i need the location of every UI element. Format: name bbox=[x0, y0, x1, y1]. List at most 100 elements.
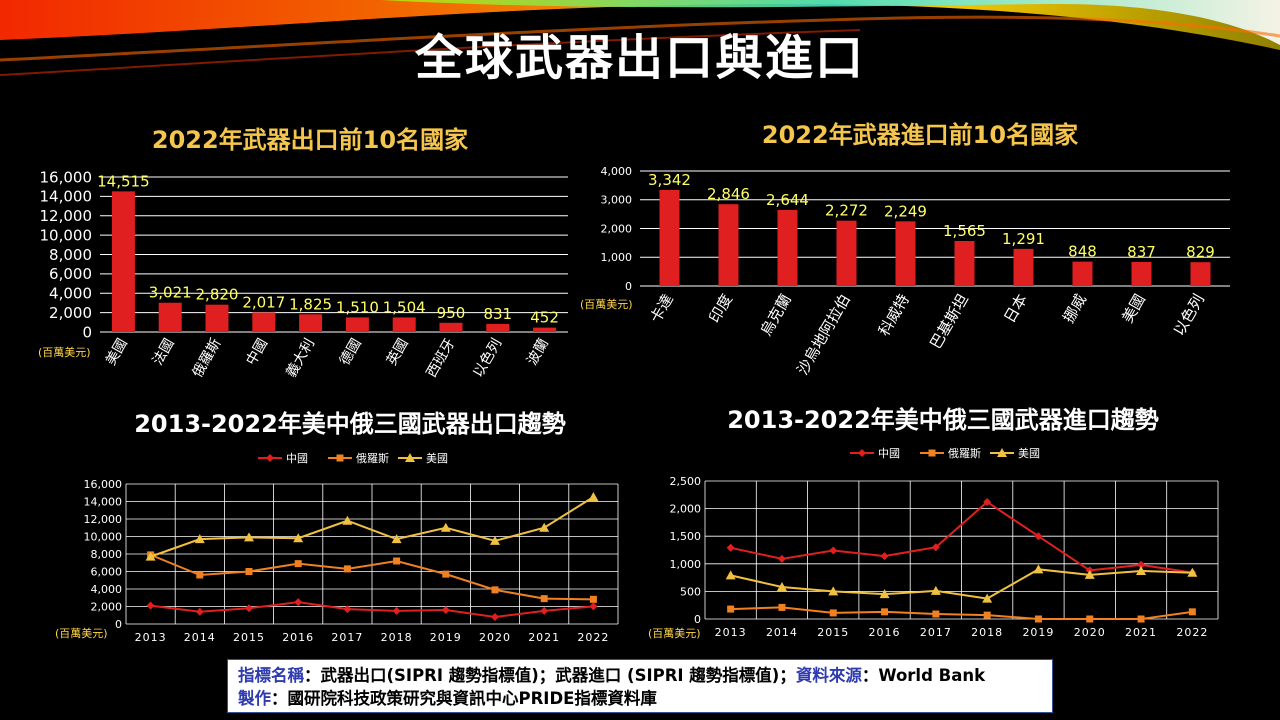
point bbox=[1188, 608, 1196, 616]
point bbox=[725, 570, 736, 580]
data-label: 831 bbox=[483, 305, 512, 323]
bar bbox=[392, 317, 416, 332]
y-tick-label: 1,000 bbox=[670, 558, 702, 571]
data-label: 837 bbox=[1127, 243, 1156, 261]
data-label: 452 bbox=[530, 309, 559, 327]
legend-label: 中國 bbox=[878, 447, 900, 460]
y-tick-label: 8,000 bbox=[49, 246, 92, 264]
y-tick-label: 2,000 bbox=[49, 304, 92, 322]
point bbox=[829, 609, 837, 617]
point bbox=[294, 560, 302, 568]
point bbox=[930, 585, 941, 595]
point bbox=[1034, 532, 1043, 541]
bar bbox=[895, 221, 916, 286]
indicator-name-text: ：武器出口(SIPRI 趨勢指標值)；武器進口 (SIPRI 趨勢指標值)； bbox=[304, 666, 796, 685]
y-tick-label: 2,000 bbox=[91, 601, 123, 614]
point bbox=[441, 606, 450, 614]
data-label: 2,846 bbox=[707, 185, 750, 203]
point bbox=[440, 522, 451, 532]
bar bbox=[533, 327, 557, 332]
bar bbox=[158, 302, 182, 332]
unit-label: (百萬美元) bbox=[38, 346, 91, 359]
point bbox=[588, 491, 599, 501]
data-label: 2,017 bbox=[242, 293, 285, 311]
indicator-name-label: 指標名稱 bbox=[238, 666, 304, 685]
x-tick-label: 2018 bbox=[381, 631, 413, 644]
point bbox=[880, 552, 889, 561]
data-label: 2,249 bbox=[884, 202, 927, 220]
point bbox=[540, 606, 549, 615]
x-tick-label: 2016 bbox=[869, 626, 901, 639]
series-line bbox=[730, 500, 1193, 574]
data-label: 1,504 bbox=[383, 298, 426, 316]
point bbox=[196, 571, 204, 579]
point bbox=[145, 551, 156, 561]
y-tick-label: 12,000 bbox=[40, 207, 93, 225]
data-label: 829 bbox=[1186, 243, 1215, 261]
bar bbox=[111, 191, 135, 332]
legend-label: 俄羅斯 bbox=[356, 452, 389, 465]
bar bbox=[439, 322, 463, 332]
point bbox=[336, 454, 344, 462]
y-tick-label: 16,000 bbox=[84, 478, 123, 491]
point bbox=[195, 607, 204, 616]
y-tick-label: 0 bbox=[694, 613, 701, 626]
bar bbox=[1013, 248, 1034, 286]
point bbox=[778, 603, 786, 611]
y-tick-label: 1,000 bbox=[601, 251, 633, 264]
y-tick-label: 6,000 bbox=[49, 265, 92, 283]
x-tick-label: 2019 bbox=[1022, 626, 1054, 639]
series-line bbox=[150, 496, 594, 558]
y-tick-label: 14,000 bbox=[84, 496, 123, 509]
unit-label: (百萬美元) bbox=[55, 627, 108, 640]
point bbox=[294, 598, 303, 607]
y-tick-label: 0 bbox=[115, 618, 122, 631]
point bbox=[727, 605, 735, 613]
point bbox=[881, 608, 889, 616]
point bbox=[828, 586, 839, 596]
series-line bbox=[150, 553, 594, 601]
y-tick-label: 14,000 bbox=[40, 188, 93, 206]
point bbox=[1137, 560, 1146, 569]
point bbox=[540, 595, 548, 603]
bar bbox=[486, 323, 510, 332]
y-tick-label: 2,000 bbox=[670, 503, 702, 516]
x-tick-label: 2014 bbox=[184, 631, 216, 644]
data-label: 1,510 bbox=[336, 298, 379, 316]
legend-label: 美國 bbox=[1018, 447, 1040, 460]
point bbox=[983, 497, 992, 506]
point bbox=[777, 554, 786, 563]
point bbox=[342, 515, 353, 525]
point bbox=[982, 593, 993, 603]
series-line bbox=[730, 568, 1193, 600]
point bbox=[490, 535, 500, 545]
point bbox=[491, 586, 499, 594]
series-line bbox=[150, 601, 594, 619]
source-note: 指標名稱：武器出口(SIPRI 趨勢指標值)；武器進口 (SIPRI 趨勢指標值… bbox=[227, 659, 1053, 713]
point bbox=[1086, 615, 1094, 623]
page-title: 全球武器出口與進口 bbox=[414, 30, 865, 86]
y-tick-label: 500 bbox=[680, 585, 701, 598]
x-tick-label: 2017 bbox=[331, 631, 363, 644]
point bbox=[1187, 567, 1198, 577]
x-tick-label: 2021 bbox=[528, 631, 560, 644]
x-tick-label: 2013 bbox=[715, 626, 747, 639]
point bbox=[858, 449, 866, 457]
point bbox=[405, 453, 415, 462]
legend-label: 美國 bbox=[426, 452, 448, 465]
bar bbox=[345, 317, 369, 332]
x-tick-label: 2022 bbox=[1176, 626, 1208, 639]
bar bbox=[1190, 262, 1211, 286]
point bbox=[146, 601, 155, 610]
point bbox=[343, 605, 352, 614]
point bbox=[1034, 615, 1042, 623]
point bbox=[931, 543, 940, 552]
y-tick-label: 3,000 bbox=[601, 194, 633, 207]
data-label: 1,565 bbox=[943, 222, 986, 240]
data-label: 3,342 bbox=[648, 171, 691, 189]
data-label: 3,021 bbox=[149, 284, 192, 302]
bar bbox=[954, 241, 975, 286]
y-tick-label: 4,000 bbox=[601, 165, 633, 178]
